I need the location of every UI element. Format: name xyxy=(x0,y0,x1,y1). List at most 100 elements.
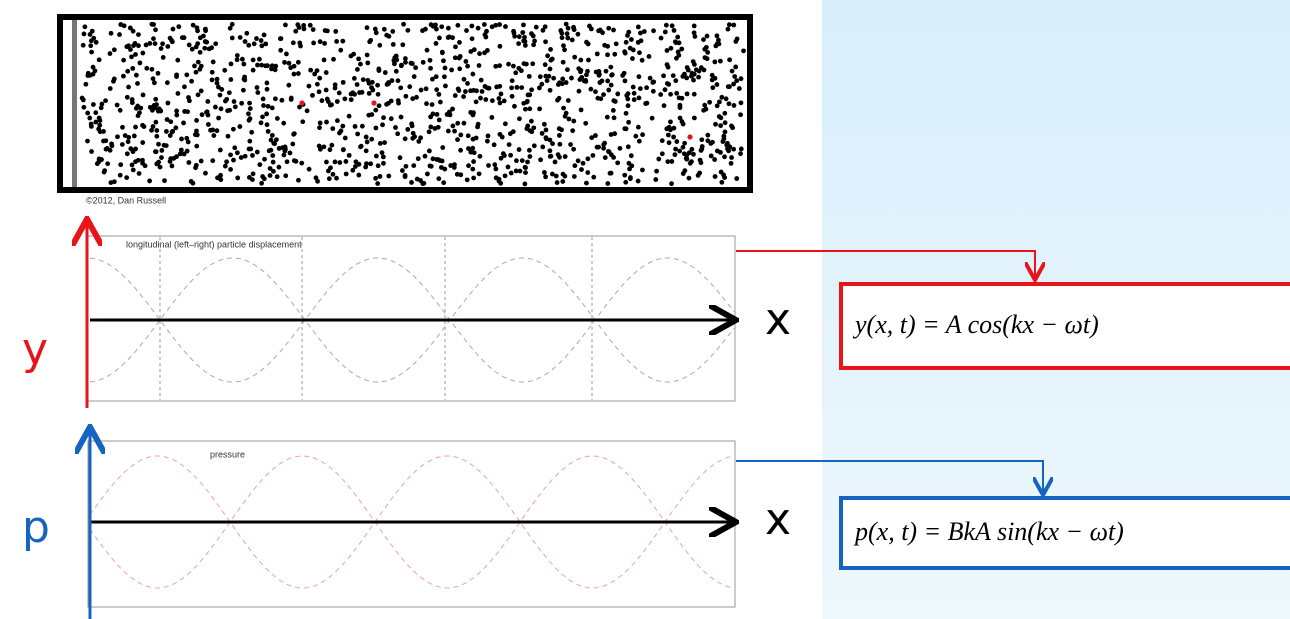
particle xyxy=(612,52,617,57)
particle xyxy=(261,103,266,108)
particle xyxy=(477,63,482,68)
particle xyxy=(499,92,504,97)
particle xyxy=(231,127,236,132)
particle xyxy=(452,129,457,134)
particle xyxy=(410,61,415,66)
particle xyxy=(203,171,208,176)
particle xyxy=(162,178,167,183)
particle xyxy=(685,91,690,96)
particle xyxy=(108,148,113,153)
particle xyxy=(620,73,625,78)
particle xyxy=(248,147,253,152)
particle xyxy=(175,58,180,63)
particle xyxy=(389,116,394,121)
particle xyxy=(414,95,419,100)
particle xyxy=(519,85,524,90)
particle xyxy=(624,126,629,131)
particle xyxy=(250,177,255,182)
particle xyxy=(413,65,418,70)
particle xyxy=(702,55,707,60)
particle xyxy=(532,39,537,44)
particle xyxy=(579,107,584,112)
particle xyxy=(557,126,562,131)
particle xyxy=(527,148,532,153)
particle xyxy=(576,158,581,163)
particle xyxy=(606,149,611,154)
particle xyxy=(289,96,294,101)
particle xyxy=(259,181,264,186)
particle xyxy=(255,150,260,155)
particle xyxy=(335,118,340,123)
particle xyxy=(318,121,323,126)
particle xyxy=(185,149,190,154)
particle xyxy=(675,35,680,40)
particle xyxy=(344,159,349,164)
particle xyxy=(486,134,491,139)
particle xyxy=(179,137,184,142)
particle xyxy=(118,108,123,113)
particle xyxy=(571,119,576,124)
particle xyxy=(446,26,451,31)
particle xyxy=(264,112,269,117)
particle xyxy=(105,161,110,166)
particle xyxy=(109,31,114,36)
particle xyxy=(494,175,499,180)
particle xyxy=(83,24,88,29)
particle xyxy=(556,152,561,157)
particle xyxy=(507,142,512,147)
particle xyxy=(342,96,347,101)
particle xyxy=(733,65,738,70)
particle xyxy=(89,50,94,55)
particle xyxy=(670,23,675,28)
particle xyxy=(205,109,210,114)
particle xyxy=(153,120,158,125)
particle xyxy=(91,102,96,107)
particle xyxy=(701,108,706,113)
particle xyxy=(377,103,382,108)
particle xyxy=(322,41,327,46)
particle xyxy=(606,26,611,31)
particle xyxy=(739,147,744,152)
particle xyxy=(399,115,404,120)
particle xyxy=(669,159,674,164)
particle xyxy=(396,78,401,83)
particle xyxy=(135,81,140,86)
particle xyxy=(380,122,385,127)
particle xyxy=(252,41,257,46)
particle xyxy=(716,38,721,43)
particle xyxy=(373,27,378,32)
particle xyxy=(483,97,488,102)
particle xyxy=(318,39,323,44)
particle xyxy=(261,97,266,102)
particle xyxy=(271,169,276,174)
particle xyxy=(605,115,610,120)
particle xyxy=(260,114,265,119)
particle xyxy=(596,28,601,33)
particle xyxy=(623,180,628,185)
x-axis-label: x xyxy=(765,494,791,545)
particle xyxy=(455,121,460,126)
particle xyxy=(126,135,131,140)
particle xyxy=(159,46,164,51)
particle xyxy=(280,145,285,150)
particle xyxy=(545,78,550,83)
particle xyxy=(692,24,697,29)
particle xyxy=(165,80,170,85)
particle xyxy=(731,23,736,28)
particle xyxy=(475,124,480,129)
particle xyxy=(137,171,142,176)
particle xyxy=(681,122,686,127)
particle xyxy=(705,133,710,138)
particle xyxy=(608,65,613,70)
particle xyxy=(228,152,233,157)
particle xyxy=(130,163,135,168)
particle xyxy=(663,87,668,92)
particle xyxy=(446,129,451,134)
particle xyxy=(712,59,717,64)
particle xyxy=(584,181,589,186)
particle xyxy=(469,24,474,29)
particle xyxy=(525,99,530,104)
particle xyxy=(561,172,566,177)
p-axis-label: p xyxy=(22,502,50,553)
particle xyxy=(147,41,152,46)
